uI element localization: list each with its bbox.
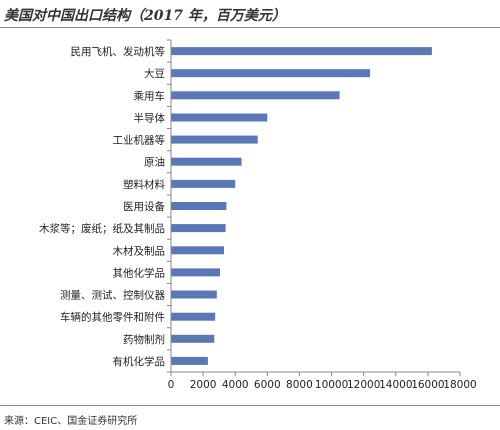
bar [171, 113, 268, 122]
category-label: 木浆等；废纸；纸及其制品 [39, 222, 165, 235]
bar [171, 246, 224, 255]
category-label: 民用飞机、发动机等 [71, 45, 166, 58]
bar [171, 202, 227, 210]
x-tick-label: 6000 [254, 379, 281, 391]
source-note: 来源：CEIC、国金证券研究所 [4, 416, 138, 427]
category-label: 半导体 [134, 112, 166, 125]
bar [171, 157, 242, 166]
bar [171, 334, 215, 343]
x-tick-label: 8000 [286, 379, 313, 391]
category-label: 大豆 [144, 67, 165, 80]
bar [171, 179, 236, 188]
bar [171, 47, 432, 56]
x-tick-label: 14000 [379, 379, 412, 391]
category-label: 工业机器等 [113, 134, 166, 147]
x-tick-label: 10000 [315, 379, 348, 391]
title-bar: 美国对中国出口结构（2017 年，百万美元） [0, 0, 500, 28]
category-label: 其他化学品 [113, 266, 166, 279]
bar [171, 135, 258, 144]
category-label: 塑料材料 [123, 178, 165, 191]
bar [171, 224, 226, 233]
bar-chart: 民用飞机、发动机等大豆乘用车半导体工业机器等原油塑料材料医用设备木浆等；废纸；纸… [39, 39, 477, 391]
category-label: 医用设备 [123, 200, 165, 213]
x-tick-label: 4000 [222, 379, 249, 391]
category-label: 药物制剂 [123, 333, 165, 346]
bar [171, 268, 220, 277]
category-label: 测量、测试、控制仪器 [60, 289, 165, 302]
bar [171, 290, 217, 299]
bar [171, 69, 371, 78]
chart-title: 美国对中国出口结构（2017 年，百万美元） [4, 8, 286, 24]
bar [171, 312, 216, 321]
category-label: 乘用车 [134, 89, 166, 102]
x-tick-label: 16000 [411, 379, 444, 391]
x-tick-label: 2000 [190, 379, 217, 391]
category-label: 有机化学品 [113, 355, 166, 368]
x-tick-label: 0 [168, 379, 175, 391]
category-label: 车辆的其他零件和附件 [60, 311, 165, 324]
source-bar: 来源：CEIC、国金证券研究所 [0, 405, 500, 430]
x-tick-label: 18000 [443, 379, 476, 391]
x-tick-label: 12000 [347, 379, 380, 391]
bar [171, 356, 208, 365]
category-label: 木材及制品 [113, 244, 166, 257]
category-label: 原油 [144, 156, 165, 169]
bar [171, 91, 340, 100]
